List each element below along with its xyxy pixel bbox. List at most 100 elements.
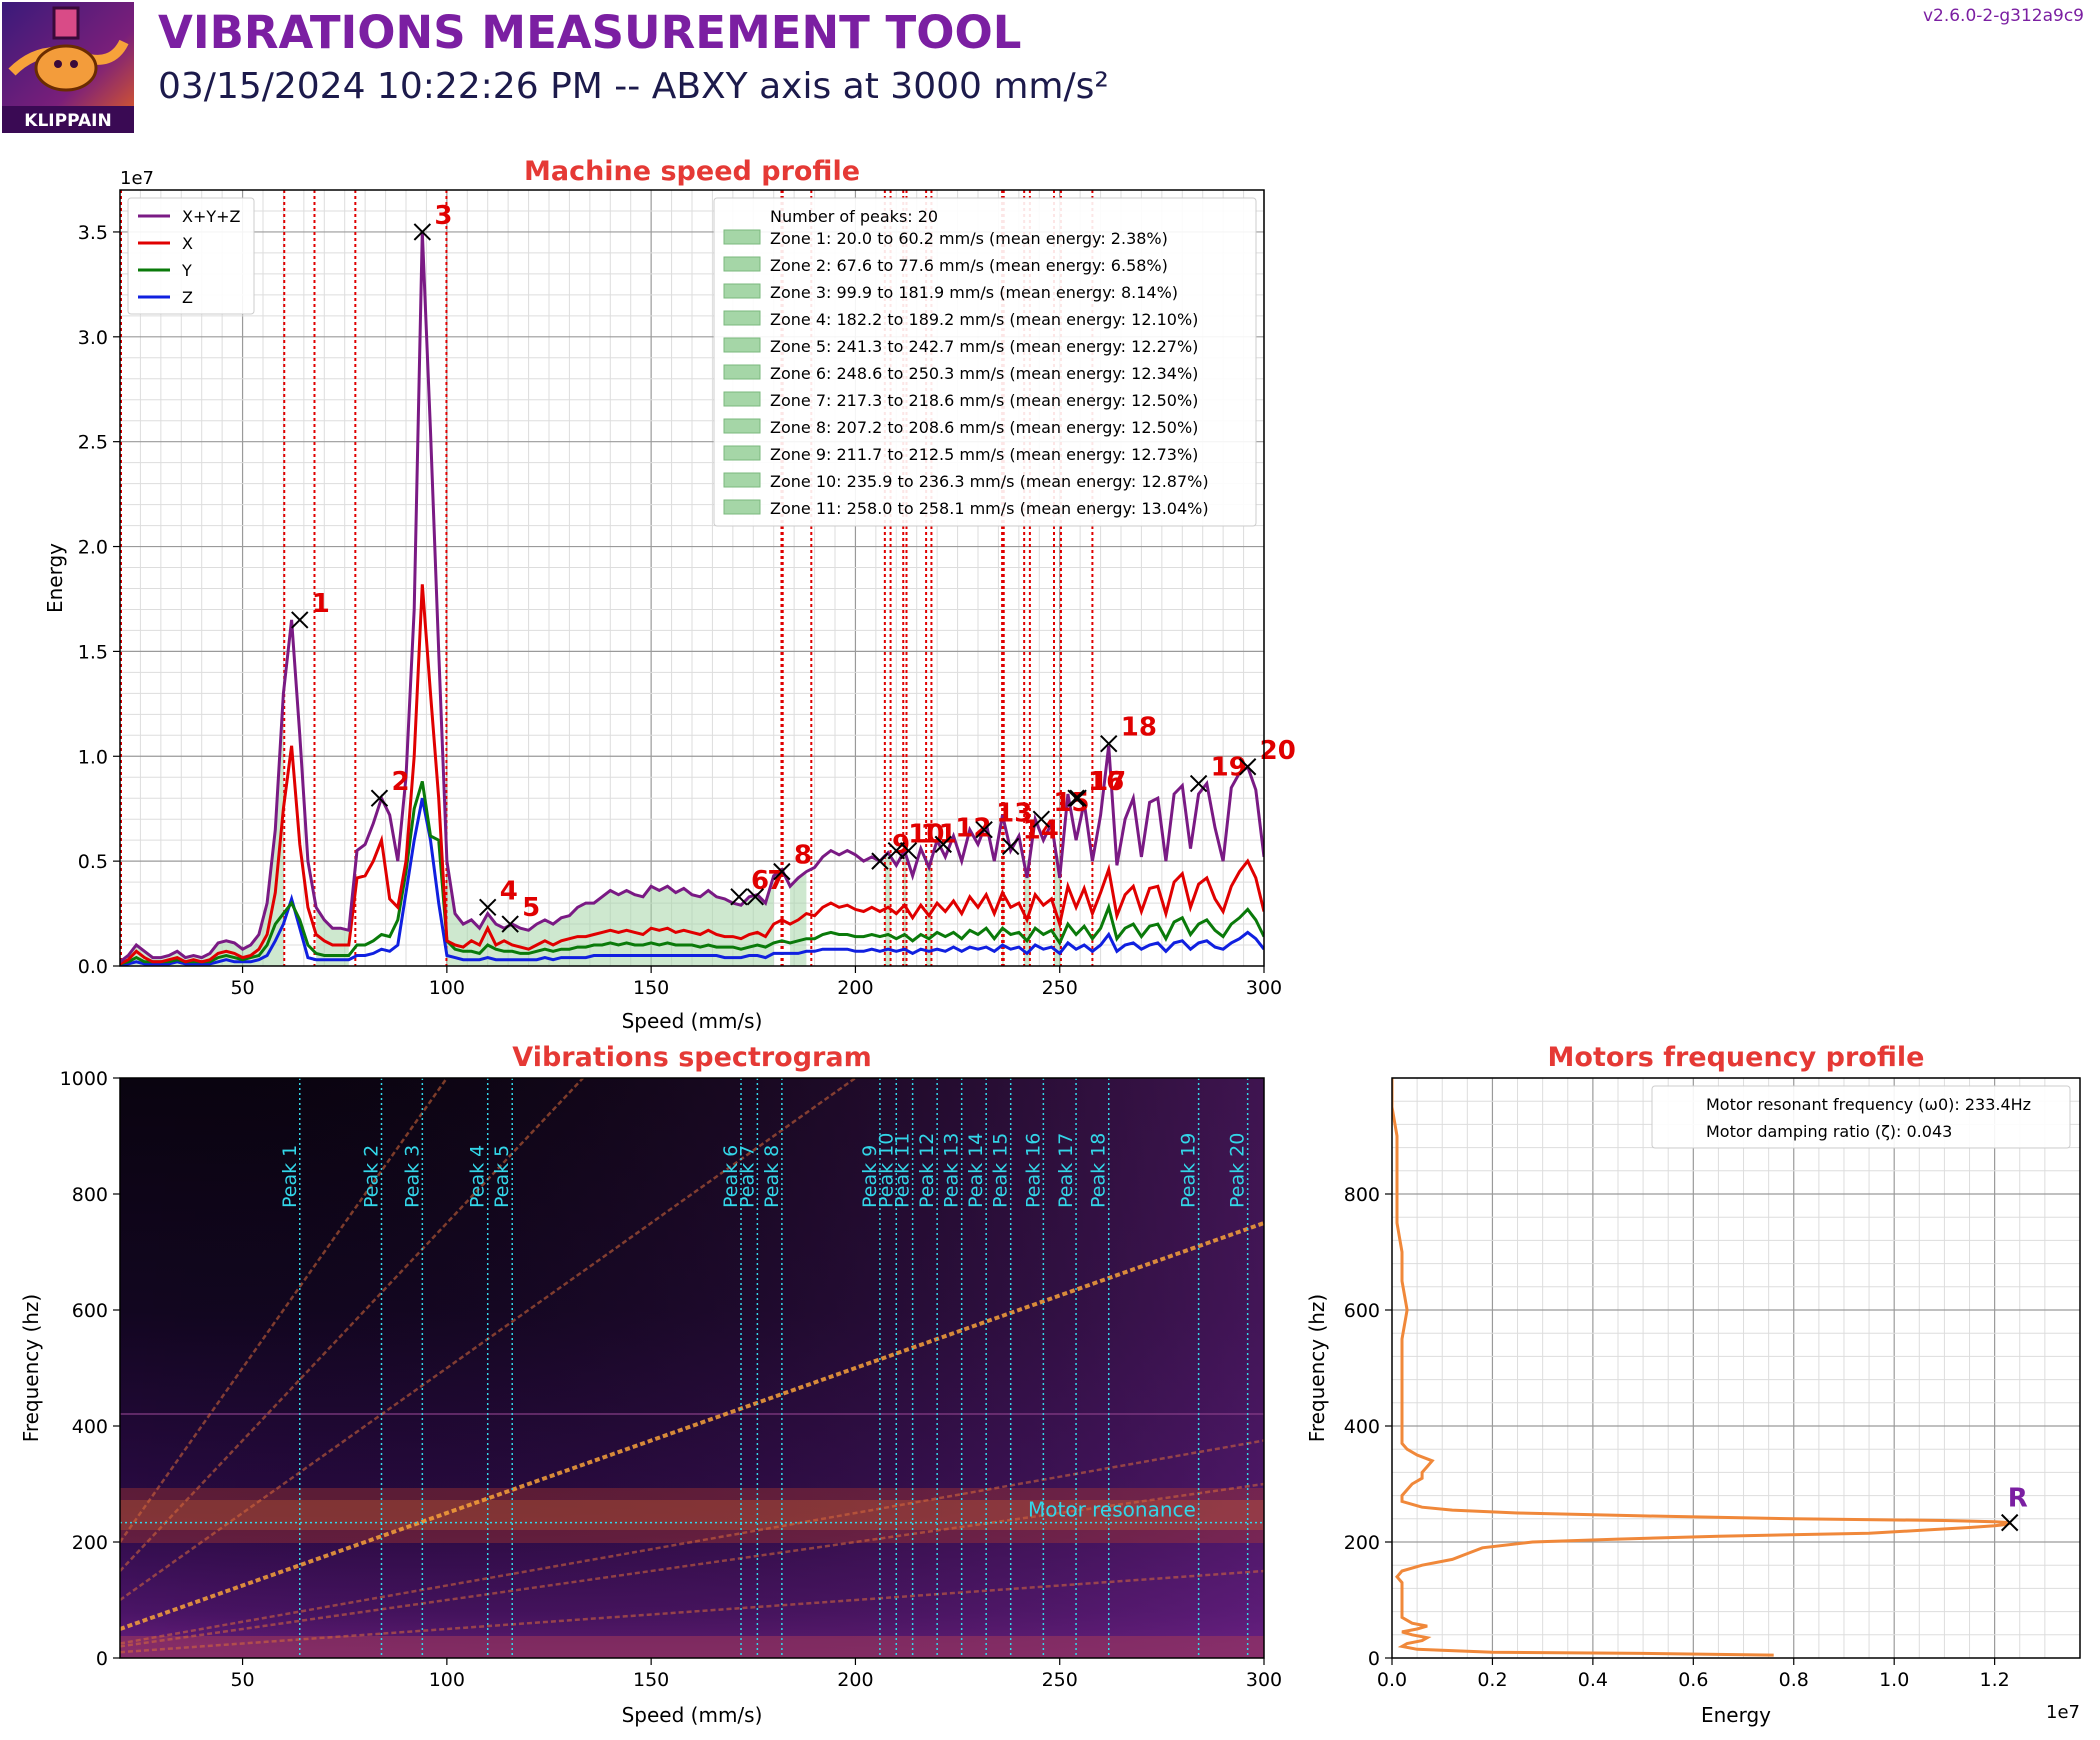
spectrogram-y-tick-label: 600 (72, 1300, 108, 1322)
spectrogram-peak-label: Peak 4 (467, 1145, 489, 1208)
spectrogram-title: Vibrations spectrogram (512, 1042, 871, 1073)
speed-peak-marker (975, 820, 993, 839)
speed-peak-marker (291, 611, 309, 629)
speed-chart-title: Machine speed profile (524, 156, 860, 187)
speed-series (120, 231, 1264, 966)
motor-y-tick-label: 800 (1344, 1184, 1380, 1206)
spectrogram-peak-label: Peak 9 (859, 1145, 881, 1208)
speed-zone-legend: Number of peaks: 20 Zone 1: 20.0 to 60.2… (713, 197, 1257, 527)
speed-y-tick-label: 2.5 (78, 432, 108, 454)
spectrogram-peak-label: Peak 6 (720, 1145, 742, 1208)
spectrogram-peak-label: Peak 5 (491, 1145, 513, 1208)
speed-peak-label: 2 (391, 767, 409, 797)
speed-peak-label: 19 (1211, 753, 1247, 783)
spectrogram-x-tick-label: 300 (1246, 1669, 1282, 1691)
zone-legend-entry: Zone 4: 182.2 to 189.2 mm/s (mean energy… (770, 310, 1198, 329)
motor-x-tick-label: 0.8 (1779, 1669, 1809, 1691)
spectrogram-x-label: Speed (mm/s) (622, 1703, 763, 1727)
zone-legend-entry: Zone 9: 211.7 to 212.5 mm/s (mean energy… (770, 445, 1198, 464)
spectrogram-peak-label: Peak 19 (1178, 1133, 1200, 1208)
motor-y-tick-label: 400 (1344, 1416, 1380, 1438)
speed-peak-marker (773, 862, 791, 881)
motor-x-tick-label: 1.0 (1879, 1669, 1909, 1691)
speed-x-tick-label: 250 (1042, 977, 1078, 999)
speed-peak-marker (1069, 789, 1087, 807)
spectrogram-peak-label: Peak 14 (965, 1133, 987, 1208)
speed-peak-marker (1100, 734, 1118, 753)
spectrogram-frame (119, 1077, 1265, 1659)
spectrogram-y-label: Frequency (hz) (19, 1294, 43, 1442)
speed-x-tick-label: 200 (837, 977, 873, 999)
zone-legend-swatch (723, 283, 761, 299)
speed-x-tick-label: 100 (429, 977, 465, 999)
zone-legend-swatch (723, 499, 761, 515)
speed-peak-marker (1032, 810, 1051, 828)
speed-peak-label: 16 (1088, 767, 1124, 797)
speed-peak-markers: 1234567891011121314151617181920 (291, 201, 1296, 933)
zone-legend-entry: Zone 10: 235.9 to 236.3 mm/s (mean energ… (770, 472, 1209, 491)
speed-y-tick-label: 0.5 (78, 851, 108, 873)
speed-peak-label: 13 (996, 799, 1032, 829)
speed-peak-label: 18 (1121, 713, 1157, 743)
speed-y-ticks: 0.0 0.5 1.0 1.5 2.0 2.5 3.0 3.5 (78, 222, 120, 978)
speed-peak-marker (413, 223, 432, 241)
motor-y-ticks: 0 200 400 600 800 (1344, 1184, 1392, 1670)
motor-legend-damping: Motor damping ratio (ζ): 0.043 (1706, 1122, 1952, 1141)
zone-legend-entry: Zone 8: 207.2 to 208.6 mm/s (mean energy… (770, 418, 1198, 437)
speed-peak-marker (1001, 837, 1020, 856)
legend-y: Y (181, 261, 192, 280)
zone-legend-swatch (723, 418, 761, 434)
zone-legend-swatch (723, 364, 761, 380)
speed-y-tick-label: 1.0 (78, 746, 108, 768)
zone-legend-entry: Zone 1: 20.0 to 60.2 mm/s (mean energy: … (770, 229, 1168, 248)
speed-x-ticks: 50 100 150 200 250 300 (230, 966, 1282, 999)
legend-xyz: X+Y+Z (182, 207, 241, 226)
speed-peak-marker (501, 915, 519, 933)
spectrogram-peak-label: Peak 8 (761, 1145, 783, 1208)
spectrogram-peak-label: Peak 13 (941, 1133, 963, 1208)
speed-peak-marker (899, 841, 918, 860)
spectrogram-harmonic-line (120, 1078, 858, 1602)
spectrogram-low-band (120, 1636, 1264, 1658)
speed-series-X (120, 584, 1264, 966)
motor-legend-frequency: Motor resonant frequency (ω0): 233.4Hz (1706, 1095, 2031, 1114)
motor-profile-chart: Motors frequency profile R 0.0 0.2 0.4 0.6 0… (1305, 1042, 2081, 1727)
speed-peak-marker (871, 852, 889, 870)
spectrogram-x-tick-label: 250 (1042, 1669, 1078, 1691)
spectrogram-resonance-core (120, 1500, 1264, 1530)
spectrogram-x-tick-label: 200 (837, 1669, 873, 1691)
spectrogram-harmonic-line (120, 1078, 449, 1543)
spectrogram-peak-label: Peak 10 (875, 1133, 897, 1208)
motor-resonance-label: Motor resonance (1028, 1498, 1196, 1522)
motor-x-tick-label: 0.4 (1578, 1669, 1608, 1691)
motor-y-tick-label: 200 (1344, 1532, 1380, 1554)
version-label: v2.6.0-2-g312a9c9 (1922, 6, 2084, 26)
zone-legend-entry: Zone 11: 258.0 to 258.1 mm/s (mean energ… (770, 499, 1209, 518)
spectrogram-harmonic-line (120, 1221, 1264, 1631)
zone-legend-swatch (723, 472, 761, 488)
motor-y-label: Frequency (hz) (1305, 1294, 1329, 1442)
speed-peak-marker (1238, 758, 1257, 776)
motor-chart-title: Motors frequency profile (1548, 1042, 1925, 1073)
speed-peak-marker (1067, 789, 1085, 807)
zone-legend-swatch (723, 310, 761, 326)
spectrogram-peak-label: Peak 7 (736, 1145, 758, 1208)
spectrogram-resonance-band (120, 1488, 1264, 1543)
spectrogram-harmonics (120, 1078, 1264, 1654)
zone-legend-swatch (723, 256, 761, 272)
motor-curve (1392, 1078, 2012, 1657)
motor-y-tick-label: 0 (1368, 1648, 1380, 1670)
speed-y-tick-label: 2.0 (78, 537, 108, 559)
speed-peak-marker (1189, 774, 1208, 793)
page-subtitle: 03/15/2024 10:22:26 PM -- ABXY axis at 3… (158, 66, 1109, 107)
speed-series-X+Y+Z (120, 231, 1264, 963)
spectrogram-y-tick-label: 800 (72, 1184, 108, 1206)
speed-profile-chart: Machine speed profile 1e7 12345678910111… (43, 156, 1296, 1033)
speed-x-tick-label: 150 (633, 977, 669, 999)
spectrogram-peak-label: Peak 16 (1022, 1133, 1044, 1208)
spectrogram-peak-label: Peak 20 (1227, 1133, 1249, 1208)
zone-legend-swatch (723, 445, 761, 461)
speed-peak-marker (746, 888, 765, 906)
spectrogram-harmonic-line (120, 1439, 1264, 1645)
